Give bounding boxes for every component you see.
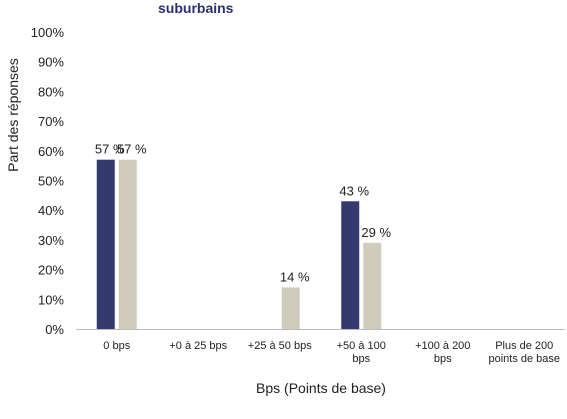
y-tick-label: 70% xyxy=(38,114,64,129)
x-tick-label: 0 bps xyxy=(103,340,130,352)
data-labels: 57 %57 % 14 % 43 % 29 % xyxy=(95,142,392,285)
y-tick-label: 90% xyxy=(38,55,64,70)
x-tick-label: Plus de 200 points de base xyxy=(488,340,560,365)
bar-data-label: 57 % xyxy=(117,142,147,157)
x-tick-label: +50 à 100 bps xyxy=(337,340,386,365)
bar-data-label: 57 % xyxy=(95,142,125,157)
x-tick-label: +100 à 200 bps xyxy=(415,340,470,365)
y-tick-label: 20% xyxy=(38,263,64,278)
bar xyxy=(341,201,360,329)
y-tick-label: 10% xyxy=(38,292,64,307)
bar xyxy=(363,242,382,329)
y-tick-label: 40% xyxy=(38,203,64,218)
bar-data-label: 14 % xyxy=(280,269,310,284)
y-tick-label: 30% xyxy=(38,233,64,248)
x-tick-label: +0 à 25 bps xyxy=(169,340,227,352)
y-tick-label: 60% xyxy=(38,144,64,159)
bar xyxy=(118,159,137,329)
x-axis-title: Bps (Points de base) xyxy=(256,380,386,396)
x-axis-ticks: 0 bps +0 à 25 bps +25 à 50 bps +50 à 100 bps… xyxy=(103,340,560,365)
y-tick-label: 80% xyxy=(38,84,64,99)
bar-data-label: 43 % xyxy=(339,183,369,198)
bars xyxy=(96,159,382,329)
bar-data-label: 29 % xyxy=(361,225,391,240)
y-tick-label: 0% xyxy=(45,322,64,337)
x-tick-label: +25 à 50 bps xyxy=(248,340,312,352)
y-tick-label: 50% xyxy=(38,174,64,189)
bar xyxy=(96,159,115,329)
y-axis-title: Part des réponses xyxy=(5,58,21,172)
y-tick-label: 100% xyxy=(31,25,65,40)
chart-subtitle: suburbains xyxy=(158,0,234,16)
bar xyxy=(281,287,300,329)
y-axis-ticks: 0% 10% 20% 30% 40% 50% 60% 70% 80% 90% 100% xyxy=(31,25,65,337)
